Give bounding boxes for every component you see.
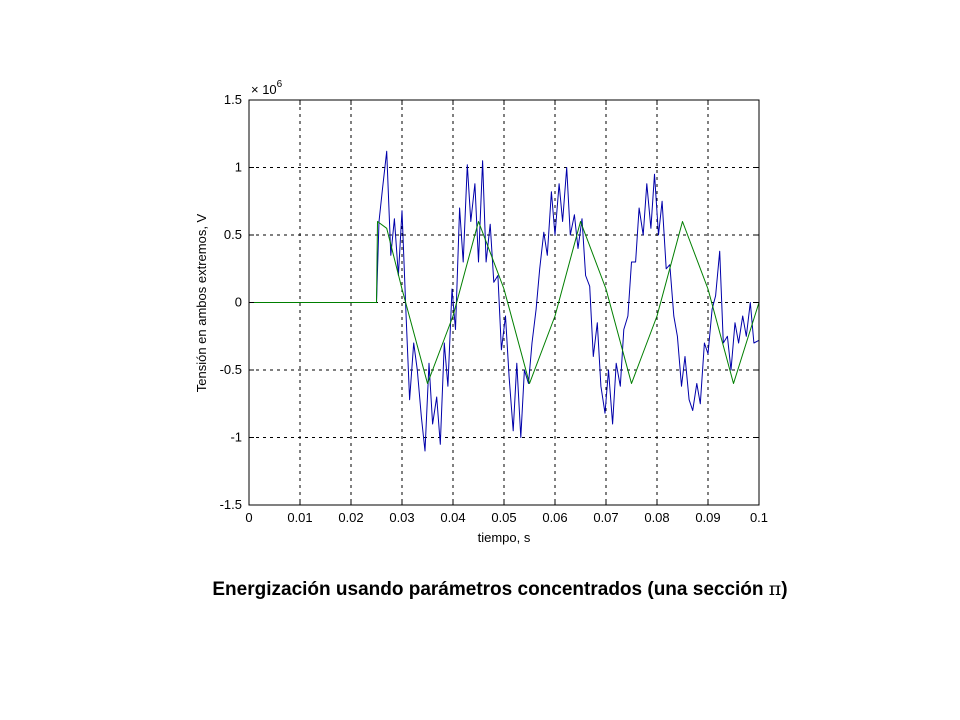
y-tick-label: -0.5: [220, 362, 242, 377]
y-tick-label: 0.5: [224, 227, 242, 242]
grid: [249, 100, 759, 505]
x-tick-label: 0.08: [644, 510, 669, 525]
series-layer: [249, 150, 760, 452]
y-tick-label: 1.5: [224, 92, 242, 107]
y-tick-label: -1: [230, 430, 242, 445]
caption-text: Energización usando parámetros concentra…: [212, 579, 769, 600]
x-axis-label: tiempo, s: [478, 530, 531, 545]
x-tick-labels: 0 0.01 0.02 0.03 0.04 0.05 0.06 0.07 0.08 0.09 0.1: [245, 510, 768, 525]
x-tick-label: 0.01: [287, 510, 312, 525]
scale-note: × 106: [251, 79, 283, 97]
x-tick-label: 0.03: [389, 510, 414, 525]
x-tick-label: 0: [245, 510, 252, 525]
figure-caption: Energización usando parámetros concentra…: [0, 578, 960, 601]
y-tick-label: 1: [235, 160, 242, 175]
x-tick-label: 0.05: [491, 510, 516, 525]
pi-symbol: π: [768, 578, 782, 600]
x-tick-label: 0.06: [542, 510, 567, 525]
x-tick-label: 0.09: [695, 510, 720, 525]
x-tick-label: 0.02: [338, 510, 363, 525]
y-axis-label: Tensión en ambos extremos, V: [194, 213, 209, 392]
chart: 0 0.01 0.02 0.03 0.04 0.05 0.06 0.07 0.08 0.09 0.1…: [194, 79, 768, 545]
y-tick-label: 0: [235, 295, 242, 310]
ticks: [248, 99, 760, 506]
y-tick-label: -1.5: [220, 497, 242, 512]
y-tick-labels: 1.5 1 0.5 0 -0.5 -1 -1.5: [220, 92, 242, 512]
x-tick-label: 0.07: [593, 510, 618, 525]
series-line-1: [249, 150, 760, 452]
series-line-2: [249, 221, 760, 384]
caption-close: ): [781, 579, 788, 600]
x-tick-label: 0.04: [440, 510, 465, 525]
x-tick-label: 0.1: [750, 510, 768, 525]
